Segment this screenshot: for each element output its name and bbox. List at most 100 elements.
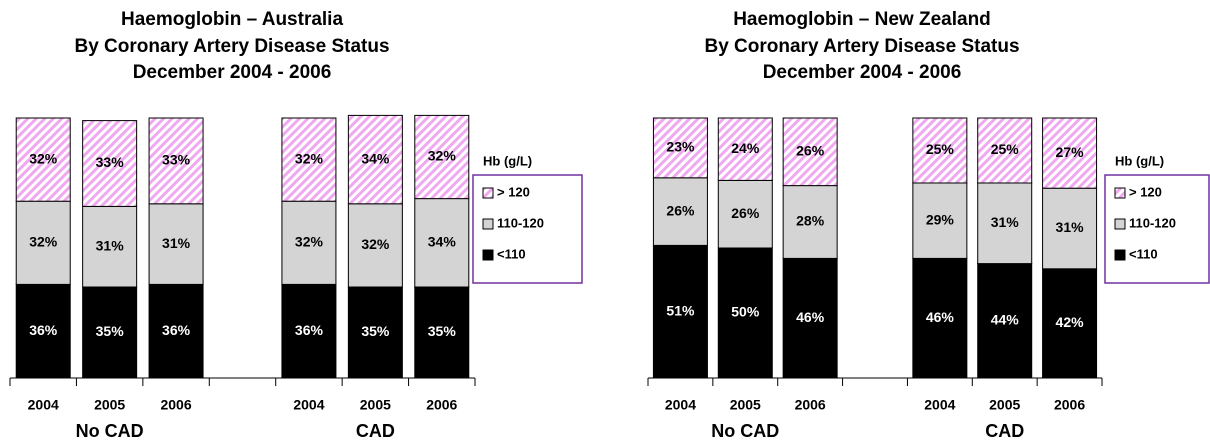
data-label: 32% [29,234,58,250]
data-label: 46% [926,309,955,325]
x-tick-label: 2004 [293,397,324,413]
x-tick-label: 2006 [795,397,826,413]
data-label: 27% [1056,144,1085,160]
legend-label: <110 [497,246,526,261]
data-label: 26% [796,143,825,159]
data-label: 28% [796,213,825,229]
bar-segment [977,117,1033,184]
bar-segment [347,114,403,205]
bar-segment [414,198,470,288]
x-tick-label: 2004 [28,397,59,413]
bar-segment [281,117,337,202]
bar-segment [148,117,204,205]
legend-swatch [482,249,494,261]
bar-segment [652,117,708,179]
bar-segment [1042,117,1098,189]
legend-box [1104,174,1210,284]
group-label: CAD [985,421,1024,441]
legend-label: > 120 [497,184,530,199]
legend-swatch [1114,218,1126,230]
data-label: 32% [295,234,324,250]
chart-subtitle: By Coronary Artery Disease Status [74,36,389,57]
legend-swatch [482,218,494,230]
data-label: 34% [361,150,390,166]
bar-segment [15,200,71,285]
data-label: 24% [731,140,760,156]
x-tick-label: 2006 [1054,397,1085,413]
legend-swatch [482,187,494,199]
data-label: 32% [361,236,390,252]
group-label: No CAD [76,421,144,441]
x-tick-label: 2005 [360,397,391,413]
data-label: 23% [666,139,695,155]
legend-label: > 120 [1129,184,1162,199]
legend-label: 110-120 [1129,215,1176,230]
bar-segment [414,114,470,200]
legend-label: <110 [1129,246,1158,261]
data-label: 25% [926,141,955,157]
bar-segment [82,120,138,207]
group-label: CAD [356,421,395,441]
bar-segment [82,286,138,379]
bar-segment [977,263,1033,379]
x-tick-label: 2005 [730,397,761,413]
data-label: 36% [295,322,324,338]
x-tick-label: 2005 [989,397,1020,413]
bar-segment [912,117,968,184]
chart-subtitle: December 2004 - 2006 [763,62,962,83]
data-label: 26% [666,202,695,218]
bar-segment [782,117,838,187]
data-label: 33% [96,154,125,170]
bar-segment [652,177,708,246]
legend-title: Hb (g/L) [483,153,532,168]
bar-segment [717,117,773,181]
bar-segment [717,247,773,379]
data-label: 50% [731,304,760,320]
bar-segment [281,200,337,285]
x-tick-label: 2004 [665,397,696,413]
bar-segment [912,182,968,259]
bar-segment [782,257,838,379]
data-label: 51% [666,302,695,318]
data-label: 42% [1056,314,1085,330]
x-tick-label: 2006 [160,397,191,413]
data-label: 32% [29,150,58,166]
legend-swatch [1114,187,1126,199]
chart-title: Haemoglobin – New Zealand [733,9,991,30]
data-label: 34% [428,234,457,250]
x-tick-label: 2006 [426,397,457,413]
bar-segment [15,117,71,202]
data-label: 46% [796,309,825,325]
group-label: No CAD [711,421,779,441]
x-tick-label: 2005 [94,397,125,413]
data-label: 36% [29,322,58,338]
bar-segment [1042,268,1098,379]
legend-title: Hb (g/L) [1115,153,1164,168]
data-label: 35% [361,323,390,339]
data-label: 31% [162,235,191,251]
data-label: 31% [1056,219,1085,235]
bar-segment [82,205,138,288]
data-label: 29% [926,211,955,227]
data-label: 44% [991,312,1020,328]
x-tick-label: 2004 [924,397,955,413]
data-label: 35% [96,323,125,339]
data-label: 25% [991,141,1020,157]
legend-label: 110-120 [497,215,544,230]
data-label: 32% [428,148,457,164]
data-label: 33% [162,152,191,168]
chart-subtitle: December 2004 - 2006 [133,62,332,83]
legend-swatch [1114,249,1126,261]
bar-segment [148,203,204,285]
bar-segment [414,286,470,379]
data-label: 32% [295,150,324,166]
data-label: 31% [96,237,125,253]
data-label: 26% [731,205,760,221]
data-label: 31% [991,214,1020,230]
bar-segment [281,283,337,379]
chart-title: Haemoglobin – Australia [121,9,343,30]
bar-segment [15,283,71,379]
data-label: 36% [162,322,191,338]
legend-box [472,174,583,284]
